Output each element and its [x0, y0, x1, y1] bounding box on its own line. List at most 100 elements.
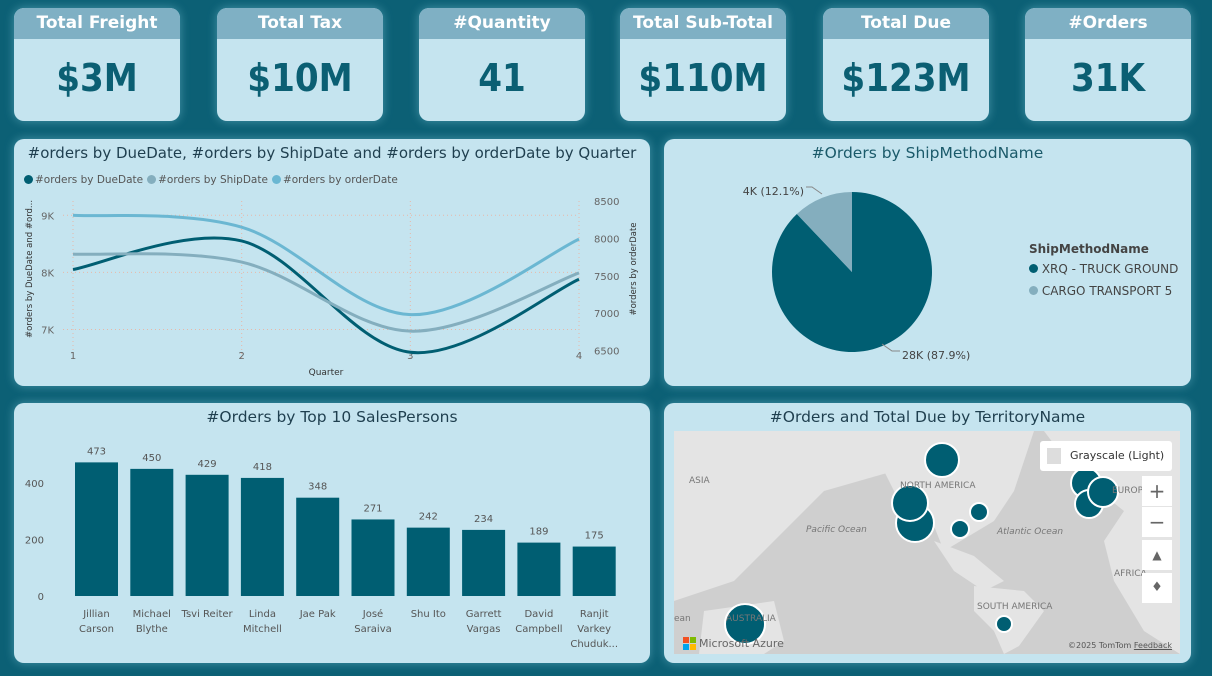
x-tick-label: Mitchell: [243, 624, 282, 635]
x-tick-label: Vargas: [467, 624, 501, 635]
kpi-total-due: Total Due $123M: [823, 8, 989, 121]
map-bubble[interactable]: [969, 502, 989, 522]
zoom-out-button[interactable]: −: [1142, 507, 1172, 537]
legend-label: #orders by DueDate: [35, 174, 144, 186]
bar-chart: 0 200 400 473 Jillian Carson 450 Michael Blythe 4…: [25, 446, 618, 650]
landmass-north-america: [874, 431, 1034, 551]
map-label: ean: [674, 614, 691, 624]
map-bubble[interactable]: [891, 484, 929, 522]
kpi-value: $10M: [247, 56, 353, 100]
x-tick-label: Jae Pak: [299, 609, 336, 620]
bar: [462, 529, 506, 596]
bar: [240, 477, 284, 596]
y-tick-label: 200: [25, 536, 44, 547]
legend-dot-icon: [147, 175, 157, 184]
data-label: 429: [198, 459, 217, 470]
pitch-icon: ▲: [1152, 548, 1162, 562]
x-axis-title: Quarter: [309, 368, 344, 378]
pitch-button[interactable]: ▲: [1142, 540, 1172, 570]
kpi-label: Total Tax: [217, 8, 383, 39]
line-chart-card: #orders by DueDate, #orders by ShipDate …: [14, 139, 650, 386]
bar: [351, 519, 395, 596]
data-label: 473: [87, 446, 106, 457]
kpi-label: #Orders: [1025, 8, 1191, 39]
y-tick-label: 7K: [41, 325, 54, 336]
map-attribution: ©2025 TomTom Feedback: [1068, 641, 1172, 650]
kpi-total-subtotal: Total Sub-Total $110M: [620, 8, 786, 121]
legend-label: CARGO TRANSPORT 5: [1041, 284, 1173, 298]
bar: [75, 462, 118, 596]
attribution-text: ©2025 TomTom: [1068, 641, 1132, 650]
zoom-in-button[interactable]: +: [1142, 476, 1172, 506]
legend-item[interactable]: #orders by DueDate: [24, 174, 143, 186]
feedback-link[interactable]: Feedback: [1133, 641, 1172, 650]
map-style-button[interactable]: Grayscale (Light): [1040, 441, 1172, 471]
x-tick-label: José: [362, 608, 383, 620]
legend-dot-icon: [1029, 286, 1038, 295]
map-bubble[interactable]: [1087, 476, 1119, 508]
pie-slice: [796, 192, 852, 272]
chart-title: #Orders and Total Due by TerritoryName: [769, 408, 1086, 426]
pie-legend: ShipMethodName XRQ - TRUCK GROUND CARGO …: [1029, 242, 1178, 298]
map-label: AFRICA: [1114, 569, 1148, 579]
bar: [406, 527, 450, 596]
microsoft-logo-icon: [683, 637, 696, 650]
legend-dot-icon: [271, 175, 281, 184]
data-label: 450: [142, 453, 161, 464]
kpi-label: Total Freight: [14, 8, 180, 39]
kpi-value: 31K: [1070, 56, 1146, 100]
chart-title: #Orders by Top 10 SalesPersons: [206, 408, 458, 426]
bar: [296, 497, 340, 596]
legend-item[interactable]: CARGO TRANSPORT 5: [1029, 284, 1178, 298]
x-tick-label: Campbell: [515, 624, 562, 635]
kpi-total-tax: Total Tax $10M: [217, 8, 383, 121]
map-bubble[interactable]: [924, 442, 960, 478]
line-chart: 9K 8K 7K 8500 8000 7500 7000 6500 1 2 3 4 Quarter #or…: [25, 197, 639, 378]
data-label: 242: [419, 512, 438, 523]
y2-tick-label: 7500: [594, 272, 619, 283]
legend-item[interactable]: XRQ - TRUCK GROUND: [1029, 262, 1178, 276]
bar: [130, 468, 174, 596]
landmass-central-america: [934, 541, 1004, 591]
kpi-orders: #Orders 31K: [1025, 8, 1191, 121]
compass-button[interactable]: ♦: [1142, 573, 1172, 603]
y-tick-label: 0: [38, 592, 44, 603]
leader-line: [806, 186, 823, 195]
data-label: 175: [585, 531, 604, 542]
legend-label: XRQ - TRUCK GROUND: [1041, 262, 1179, 276]
map-bubble[interactable]: [995, 615, 1013, 633]
data-label: 4K (12.1%): [743, 185, 804, 198]
map-label: ASIA: [689, 476, 711, 486]
line-series: [72, 213, 580, 317]
legend-item[interactable]: #orders by orderDate: [271, 174, 398, 186]
y2-tick-label: 8500: [594, 197, 619, 208]
brand-text: Microsoft Azure: [699, 637, 784, 650]
data-label: 234: [474, 514, 493, 525]
map-label: Pacific Ocean: [806, 525, 867, 535]
line-series: [72, 252, 580, 333]
map-label: EUROPE: [1112, 486, 1149, 496]
legend-dot-icon: [24, 175, 33, 184]
map-bubble[interactable]: [950, 519, 970, 539]
chart-title: #Orders by ShipMethodName: [811, 144, 1044, 162]
map-label: Atlantic Ocean: [996, 527, 1063, 537]
map-style-label: Grayscale (Light): [1070, 449, 1165, 462]
y2-axis-title: #orders by orderDate: [629, 222, 639, 315]
map-style-icon: [1047, 448, 1061, 464]
map-card: #Orders and Total Due by TerritoryName A…: [664, 403, 1191, 663]
y-tick-label: 400: [25, 479, 44, 490]
x-tick-label: Tsvi Reiter: [181, 609, 234, 620]
kpi-total-freight: Total Freight $3M: [14, 8, 180, 121]
data-label: 348: [308, 482, 327, 493]
map-bubble[interactable]: [724, 603, 766, 645]
bar-chart-card: #Orders by Top 10 SalesPersons 0 200 400 47…: [14, 403, 650, 663]
data-label: 418: [253, 462, 272, 473]
x-tick-label: Michael: [133, 609, 171, 620]
x-tick-label: 1: [70, 351, 76, 362]
chart-title: #orders by DueDate, #orders by ShipDate …: [27, 144, 637, 162]
kpi-label: Total Due: [823, 8, 989, 39]
map-view[interactable]: ASIA NORTH AMERICA EUROPE AFRICA SOUTH A…: [674, 431, 1180, 654]
map-label: NORTH AMERICA: [900, 481, 976, 491]
legend-item[interactable]: #orders by ShipDate: [147, 174, 268, 186]
data-label: 28K (87.9%): [902, 349, 970, 362]
